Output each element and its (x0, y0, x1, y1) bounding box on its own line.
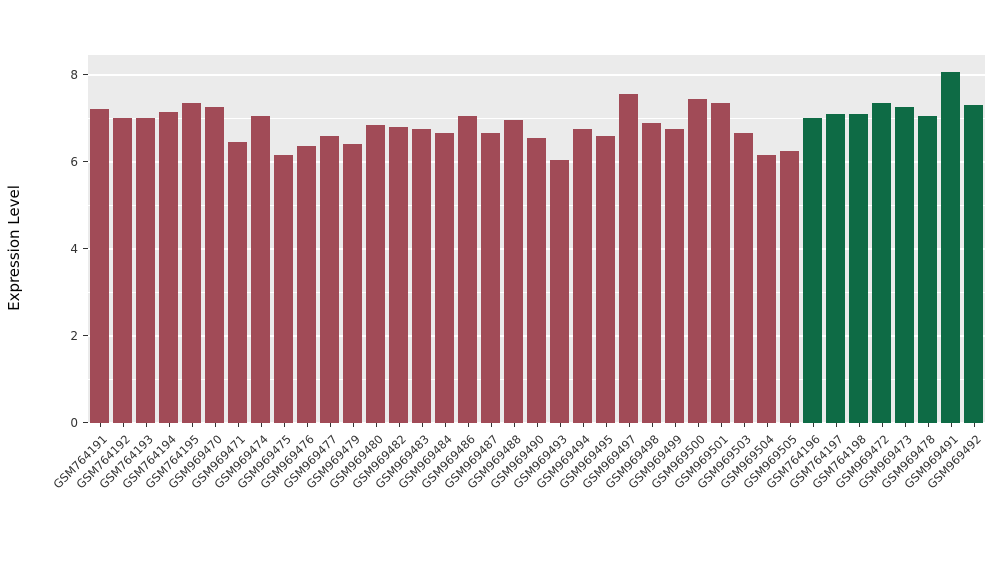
x-tick-mark (743, 423, 745, 427)
y-tick-label: 0 (70, 416, 78, 430)
y-tick-mark (83, 334, 88, 336)
bar-GSM969501 (711, 102, 730, 423)
x-tick-mark (812, 423, 814, 427)
x-tick-mark (260, 423, 262, 427)
y-tick-label: 8 (70, 67, 78, 82)
x-tick-mark (329, 423, 331, 427)
y-tick-label: 4 (70, 241, 78, 256)
x-tick-mark (789, 423, 791, 427)
x-tick-mark (283, 423, 285, 427)
bar-GSM969494 (573, 129, 592, 423)
bar-GSM764192 (113, 118, 132, 423)
bar-GSM969471 (228, 142, 247, 423)
bar-GSM764198 (849, 113, 868, 423)
x-tick-mark (628, 423, 630, 427)
x-tick-mark (697, 423, 699, 427)
bar-GSM969482 (389, 126, 408, 423)
bar-GSM969490 (527, 137, 546, 423)
y-tick-label: 6 (70, 154, 78, 169)
x-tick-mark (467, 423, 469, 427)
gridline-minor (88, 118, 985, 120)
x-tick-mark (605, 423, 607, 427)
bar-GSM764196 (803, 118, 822, 423)
x-tick-mark (674, 423, 676, 427)
bar-GSM969488 (504, 120, 523, 423)
x-tick-mark (973, 423, 975, 427)
bar-GSM969503 (734, 133, 753, 423)
x-tick-mark (421, 423, 423, 427)
x-tick-mark (858, 423, 860, 427)
bar-GSM969505 (780, 150, 799, 423)
bar-GSM969497 (619, 94, 638, 423)
bar-GSM969476 (297, 146, 316, 423)
bar-GSM969499 (665, 129, 684, 423)
y-tick-label: 2 (70, 328, 78, 343)
x-tick-mark (559, 423, 561, 427)
plot-panel (88, 55, 985, 424)
bar-GSM764193 (136, 118, 155, 423)
x-tick-mark (720, 423, 722, 427)
bar-GSM764191 (90, 109, 109, 423)
bar-GSM764195 (182, 102, 201, 423)
x-tick-mark (375, 423, 377, 427)
bar-GSM969487 (481, 133, 500, 423)
x-tick-mark (444, 423, 446, 427)
x-tick-mark (191, 423, 193, 427)
x-tick-mark (168, 423, 170, 427)
gridline-major (88, 73, 985, 76)
y-tick-mark (83, 422, 88, 423)
x-tick-mark (99, 423, 101, 427)
x-tick-mark (145, 423, 147, 427)
x-tick-mark (490, 423, 492, 427)
x-tick-mark (927, 423, 929, 427)
x-tick-mark (352, 423, 354, 427)
y-axis-label: Expression Level (5, 185, 23, 311)
x-tick-mark (881, 423, 883, 427)
bar-GSM764197 (826, 113, 845, 423)
x-tick-mark (950, 423, 952, 427)
bar-GSM969495 (596, 135, 615, 423)
bar-GSM969498 (642, 122, 661, 423)
x-tick-mark (582, 423, 584, 427)
bar-GSM969492 (964, 105, 983, 423)
bar-GSM969472 (872, 102, 891, 423)
bar-GSM969491 (941, 72, 960, 423)
x-tick-mark (835, 423, 837, 427)
bar-GSM969475 (274, 155, 293, 423)
x-tick-mark (398, 423, 400, 427)
y-tick-mark (83, 73, 88, 75)
x-tick-mark (536, 423, 538, 427)
x-tick-mark (766, 423, 768, 427)
x-tick-mark (214, 423, 216, 427)
bar-GSM969473 (895, 107, 914, 423)
bar-GSM969477 (320, 135, 339, 423)
x-tick-mark (513, 423, 515, 427)
bar-GSM764194 (159, 111, 178, 423)
bar-GSM969483 (412, 129, 431, 423)
bar-GSM969486 (458, 115, 477, 423)
x-tick-mark (237, 423, 239, 427)
bar-GSM969484 (435, 133, 454, 423)
bar-GSM969478 (918, 115, 937, 423)
bar-GSM969504 (757, 155, 776, 423)
y-tick-mark (83, 160, 88, 162)
x-tick-mark (122, 423, 124, 427)
x-tick-mark (306, 423, 308, 427)
y-tick-mark (83, 247, 88, 249)
bar-GSM969493 (550, 159, 569, 423)
bar-GSM969479 (343, 144, 362, 423)
bar-GSM969480 (366, 124, 385, 423)
x-tick-mark (651, 423, 653, 427)
x-tick-mark (904, 423, 906, 427)
bar-GSM969470 (205, 107, 224, 423)
bar-GSM969474 (251, 115, 270, 423)
bar-GSM969500 (688, 98, 707, 423)
